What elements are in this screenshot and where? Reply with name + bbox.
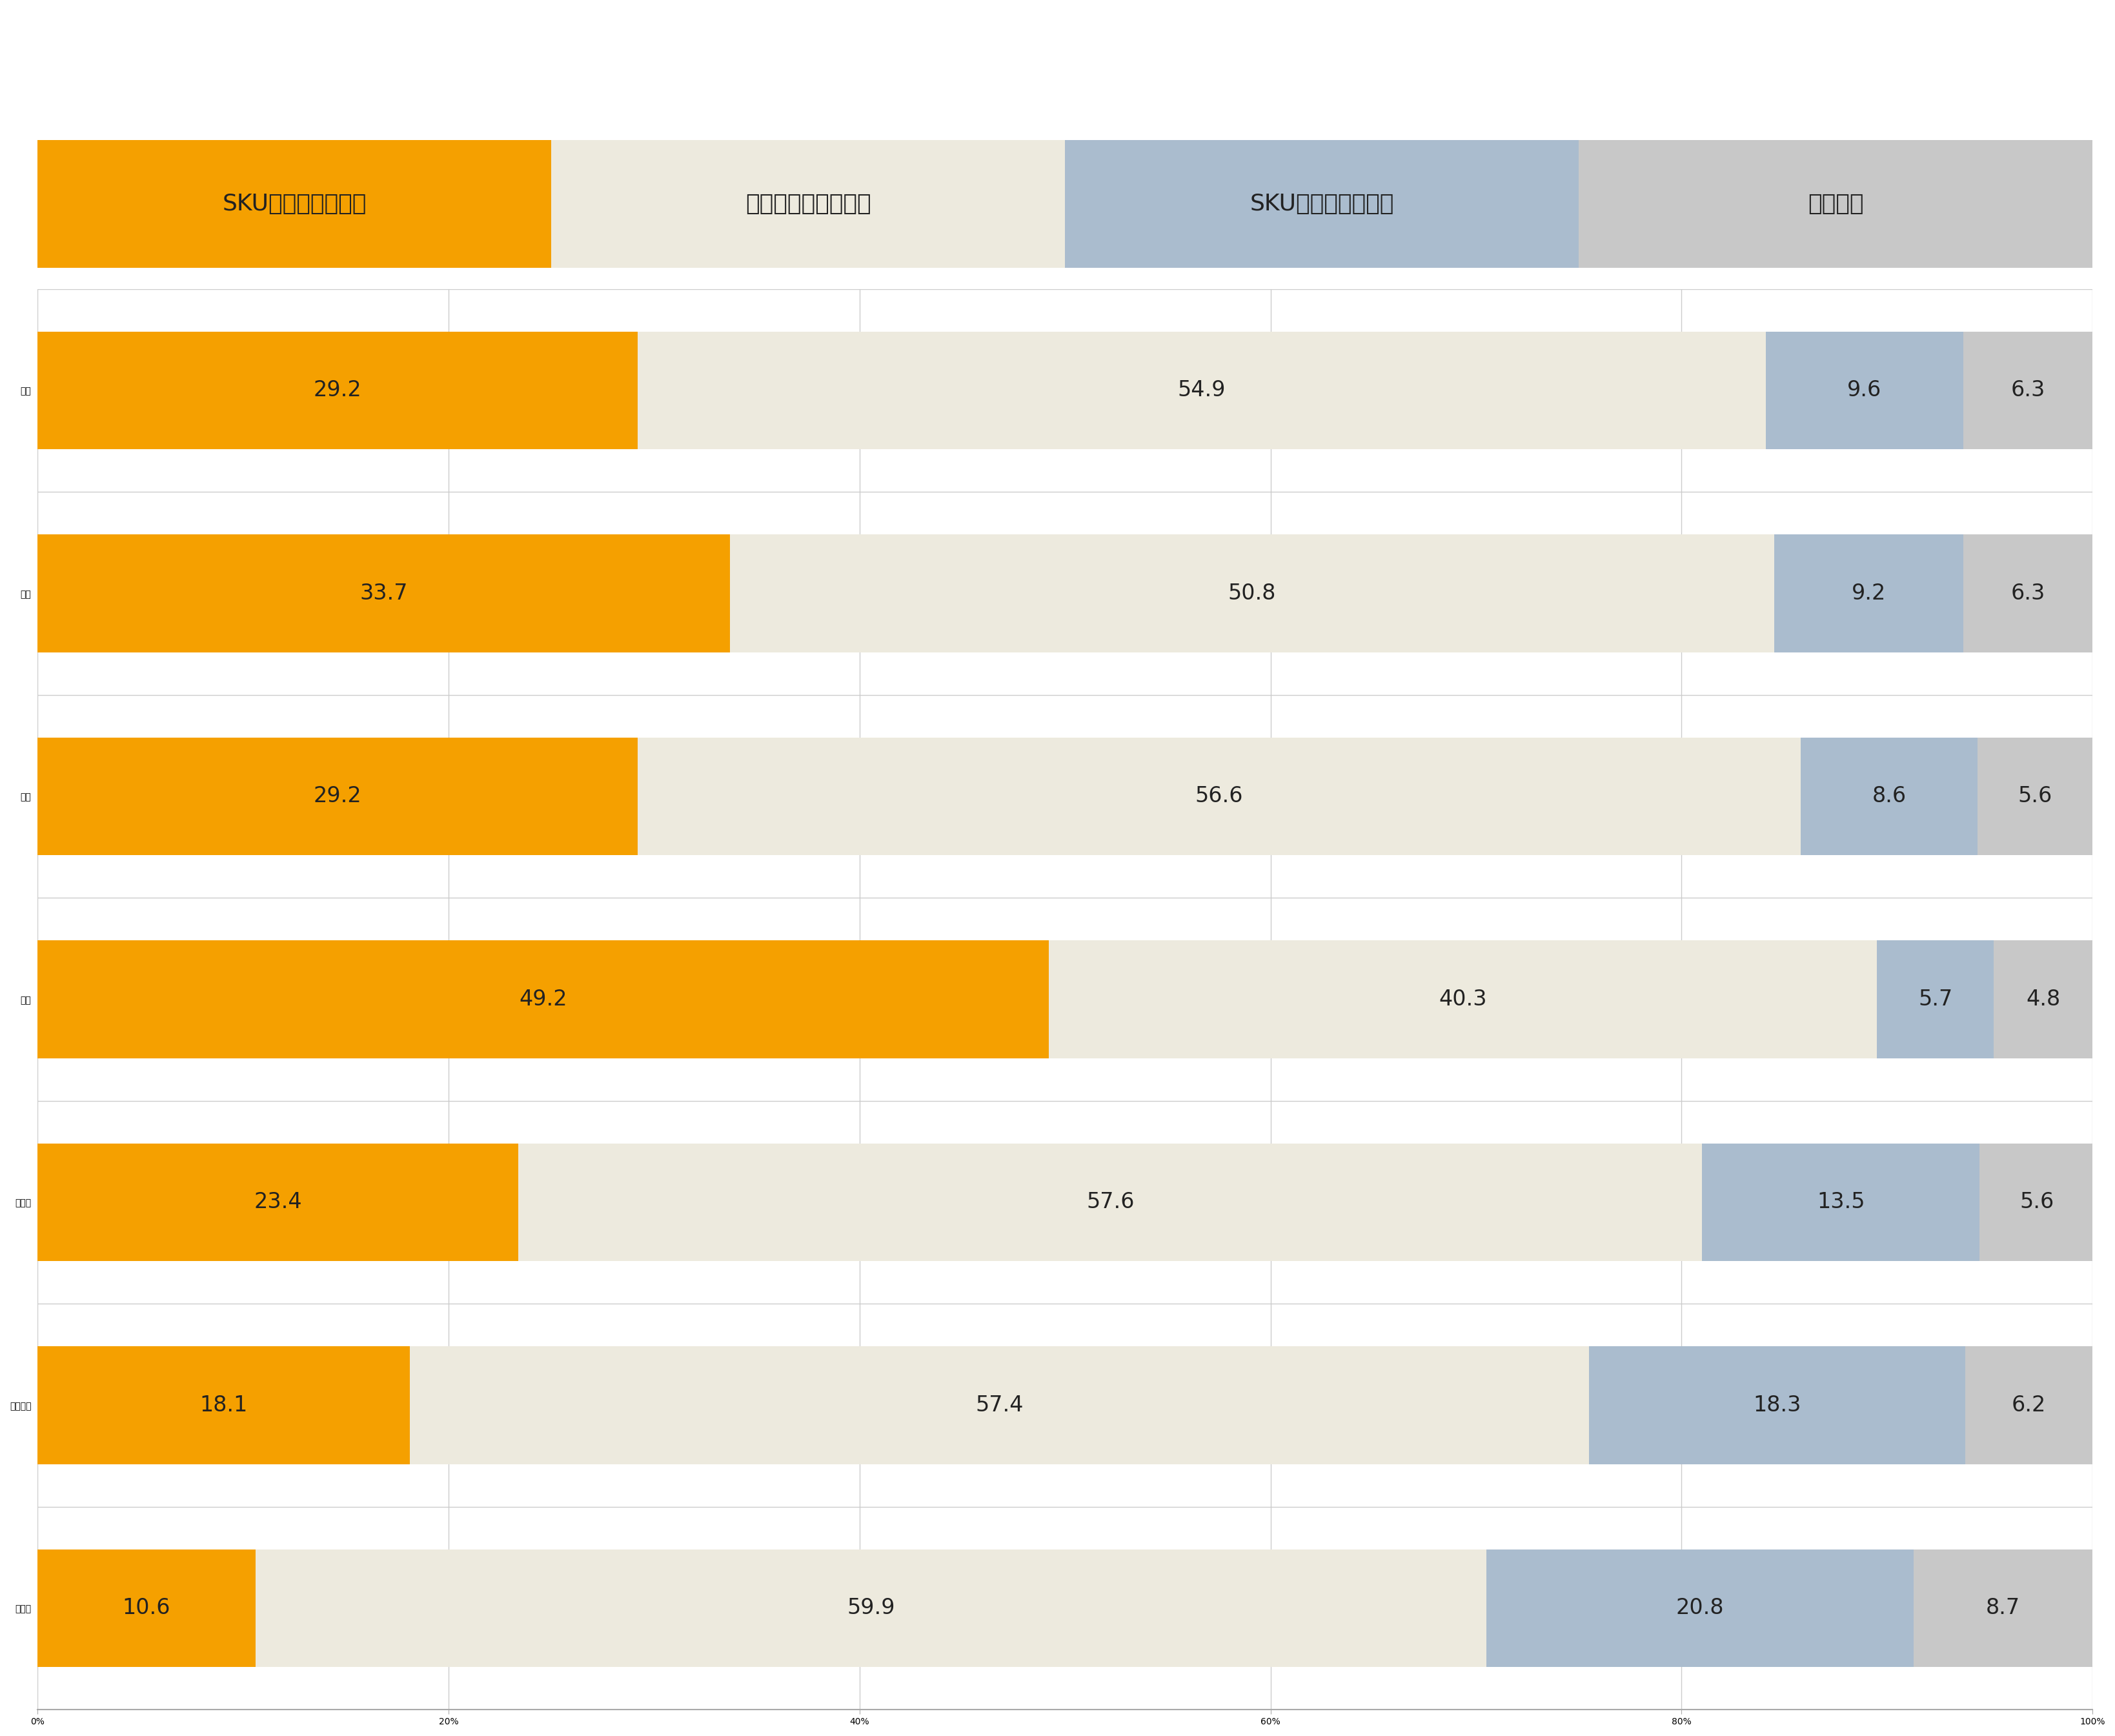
Text: どちらともいえない: どちらともいえない	[744, 193, 871, 215]
Text: 6.2: 6.2	[2011, 1394, 2045, 1417]
Bar	[1963, 535, 2092, 653]
Text: 56.6: 56.6	[1195, 786, 1244, 807]
Bar	[38, 1347, 410, 1463]
Text: 29.2: 29.2	[313, 786, 362, 807]
Text: 5.6: 5.6	[2018, 786, 2052, 807]
Text: 18.1: 18.1	[199, 1394, 247, 1417]
Bar	[1588, 1347, 1965, 1463]
Text: 57.6: 57.6	[1087, 1191, 1134, 1213]
Text: 20.8: 20.8	[1675, 1597, 1724, 1620]
Text: 5.6: 5.6	[2020, 1191, 2054, 1213]
Bar	[1978, 738, 2092, 856]
Bar	[1703, 1144, 1980, 1260]
Text: 50.8: 50.8	[1229, 583, 1275, 604]
Bar	[1049, 941, 1876, 1059]
Text: 6.3: 6.3	[2011, 583, 2045, 604]
Bar	[1766, 332, 1963, 450]
Text: 29.2: 29.2	[313, 380, 362, 401]
Text: 13.5: 13.5	[1817, 1191, 1865, 1213]
Text: 33.7: 33.7	[360, 583, 408, 604]
Bar	[38, 535, 730, 653]
Text: 40.3: 40.3	[1438, 988, 1487, 1010]
Bar	[1980, 1144, 2094, 1260]
FancyBboxPatch shape	[552, 139, 1066, 267]
Bar	[1965, 1347, 2092, 1463]
Text: SKU数を減らしたい: SKU数を減らしたい	[1250, 193, 1394, 215]
Bar	[1487, 1549, 1914, 1667]
Bar	[637, 738, 1800, 856]
Text: 18.3: 18.3	[1753, 1394, 1802, 1417]
Text: 49.2: 49.2	[518, 988, 567, 1010]
FancyBboxPatch shape	[1578, 139, 2092, 267]
FancyBboxPatch shape	[38, 139, 552, 267]
Bar	[38, 941, 1049, 1059]
Text: 9.6: 9.6	[1846, 380, 1882, 401]
Bar	[1876, 941, 1994, 1059]
Bar	[38, 332, 637, 450]
FancyBboxPatch shape	[1066, 139, 1578, 267]
Bar	[518, 1144, 1703, 1260]
Bar	[38, 1549, 256, 1667]
Text: 5.7: 5.7	[1918, 988, 1952, 1010]
Text: 57.4: 57.4	[975, 1394, 1024, 1417]
Bar	[410, 1347, 1588, 1463]
Text: 8.6: 8.6	[1872, 786, 1906, 807]
Text: 4.8: 4.8	[2026, 988, 2060, 1010]
Bar	[637, 332, 1766, 450]
Bar	[1914, 1549, 2092, 1667]
Text: 6.3: 6.3	[2011, 380, 2045, 401]
Text: 23.4: 23.4	[254, 1191, 302, 1213]
Bar	[38, 1144, 518, 1260]
Text: 59.9: 59.9	[846, 1597, 895, 1620]
Bar	[38, 738, 637, 856]
Bar	[1774, 535, 1963, 653]
Text: 8.7: 8.7	[1986, 1597, 2020, 1620]
Bar	[256, 1549, 1487, 1667]
Bar	[1994, 941, 2092, 1059]
Text: 54.9: 54.9	[1178, 380, 1227, 401]
Text: 9.2: 9.2	[1851, 583, 1887, 604]
Text: 10.6: 10.6	[123, 1597, 171, 1620]
Bar	[1800, 738, 1978, 856]
Bar	[730, 535, 1774, 653]
Text: SKU数を増やしたい: SKU数を増やしたい	[222, 193, 366, 215]
Bar	[1963, 332, 2092, 450]
Text: 意向なし: 意向なし	[1808, 193, 1863, 215]
